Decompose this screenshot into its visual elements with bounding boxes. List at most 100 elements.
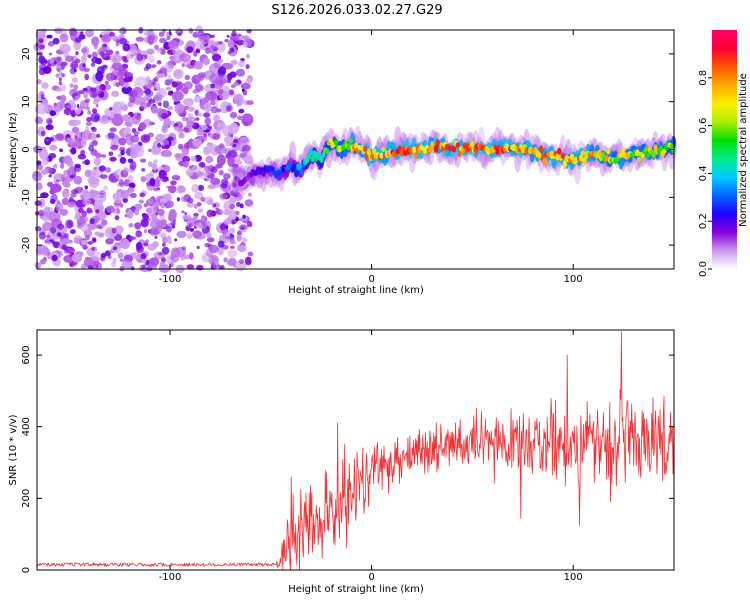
noise-blob (128, 91, 133, 97)
noise-blob (203, 33, 208, 37)
noise-blob (238, 258, 244, 265)
noise-blob (237, 245, 247, 253)
colorbar-tick-label: 0.4 (698, 165, 709, 181)
noise-blob (159, 261, 166, 268)
noise-blob (159, 197, 168, 205)
signal-mark (346, 143, 351, 151)
noise-blob (154, 235, 158, 239)
noise-blob (152, 228, 160, 236)
noise-blob (243, 144, 252, 152)
signal-mark (363, 146, 368, 152)
noise-blob (210, 177, 221, 185)
noise-blob (203, 196, 214, 205)
noise-blob (73, 175, 83, 185)
noise-blob (107, 205, 116, 214)
noise-blob (198, 135, 204, 141)
noise-blob (222, 125, 233, 137)
x-tick-label: -100 (159, 274, 182, 285)
noise-blob (99, 51, 105, 57)
y-tick-label: 0 (21, 146, 32, 152)
signal-mark (370, 153, 375, 161)
noise-blob (60, 174, 67, 183)
noise-blob (229, 203, 235, 210)
noise-blob (128, 235, 135, 241)
noise-blob (129, 143, 142, 153)
noise-blob (223, 257, 228, 263)
noise-blob (37, 130, 42, 135)
noise-blob (248, 192, 252, 197)
x-tick-label: 100 (564, 572, 583, 583)
noise-blob (61, 73, 65, 78)
noise-blob (151, 163, 158, 171)
noise-blob (80, 139, 87, 147)
noise-blob (96, 133, 101, 138)
noise-blob (84, 159, 90, 166)
noise-blob (206, 209, 214, 218)
y-tick-label: -20 (21, 237, 32, 253)
y-tick-label: 400 (21, 417, 32, 436)
noise-blob (139, 158, 147, 163)
noise-blob (242, 89, 248, 96)
noise-blob (196, 245, 200, 250)
noise-blob (157, 252, 163, 256)
noise-blob (202, 57, 211, 66)
noise-blob (135, 36, 144, 42)
noise-blob (210, 34, 215, 39)
noise-blob (217, 66, 227, 77)
snr-frame (36, 329, 675, 571)
noise-blob (42, 66, 52, 74)
noise-blob (118, 179, 124, 186)
noise-blob (49, 189, 56, 195)
noise-blob (48, 153, 57, 159)
noise-blob (58, 81, 63, 86)
noise-blob (227, 156, 235, 167)
noise-blob (240, 82, 251, 90)
noise-blob (165, 32, 171, 37)
noise-blob (229, 47, 235, 53)
colorbar: 0.0 0.2 0.4 0.6 0.8 Normalized spectral ampl… (698, 30, 749, 277)
noise-blob (200, 197, 206, 202)
noise-blob (233, 93, 244, 106)
noise-blob (84, 98, 91, 103)
noise-blob (50, 226, 57, 234)
noise-blob (147, 205, 157, 217)
noise-blob (121, 259, 133, 270)
noise-blob (46, 34, 53, 39)
noise-blob (213, 61, 221, 69)
noise-blob (159, 202, 166, 209)
noise-blob (84, 185, 89, 190)
noise-blob (134, 222, 142, 230)
x-tick-label: 0 (368, 274, 374, 285)
noise-blob (61, 244, 68, 250)
noise-blob (115, 42, 120, 47)
noise-blob (218, 169, 224, 176)
noise-blob (175, 184, 184, 194)
noise-blob (71, 253, 83, 263)
noise-blob (107, 254, 112, 260)
noise-blob (109, 175, 116, 181)
y-tick-label: 600 (21, 346, 32, 365)
noise-blob (100, 223, 105, 228)
noise-blob (155, 83, 161, 90)
noise-blob (187, 113, 194, 117)
noise-blob (223, 173, 231, 180)
noise-blob (228, 228, 236, 234)
noise-blob (112, 257, 117, 263)
noise-blob (94, 231, 100, 236)
noise-blob (168, 209, 177, 221)
noise-blob (162, 100, 169, 109)
noise-blob (71, 126, 80, 134)
noise-blob (81, 47, 87, 54)
noise-blob (226, 187, 232, 194)
noise-blob (190, 156, 198, 162)
noise-blob (224, 39, 229, 43)
noise-blob (128, 223, 134, 228)
noise-blob (109, 127, 117, 133)
noise-blob (180, 253, 186, 261)
noise-blob (202, 168, 211, 177)
noise-blob (164, 144, 170, 150)
noise-blob (142, 95, 149, 103)
noise-blob (170, 180, 177, 186)
noise-blob (186, 233, 193, 240)
noise-blob (184, 212, 187, 216)
